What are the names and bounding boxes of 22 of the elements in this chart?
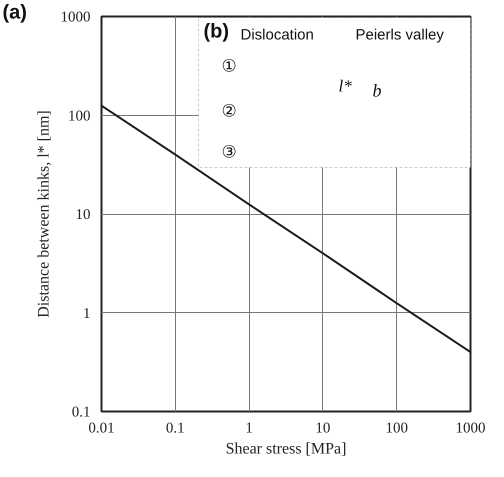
annotation: (b) (204, 20, 230, 42)
y-tick-label: 1 (83, 306, 90, 322)
y-axis-title: Distance between kinks, l* [nm] (36, 110, 52, 318)
annotation: Dislocation (240, 26, 314, 44)
text: (a) (2, 2, 27, 24)
x-tick-label: 1000 (456, 420, 486, 436)
annotation: l* (338, 76, 352, 96)
annotation: ② (222, 102, 237, 122)
x-tick-label: 10 (315, 420, 330, 436)
x-tick-label: 0.1 (166, 420, 185, 436)
x-tick-label: 1 (245, 420, 253, 436)
x-axis-title: Shear stress [MPa] (226, 440, 346, 458)
x-tick-label: 0.01 (88, 420, 115, 436)
y-tick-label: 100 (68, 108, 90, 124)
annotation: ③ (222, 142, 237, 162)
y-tick-label: 0.1 (72, 404, 90, 420)
annotation: Peierls valley (356, 26, 444, 44)
y-tick-label: 1000 (60, 10, 90, 26)
annotation: b (372, 80, 382, 100)
annotation: ① (222, 56, 237, 76)
y-tick-label: 10 (76, 207, 90, 223)
x-tick-label: 100 (385, 420, 408, 436)
